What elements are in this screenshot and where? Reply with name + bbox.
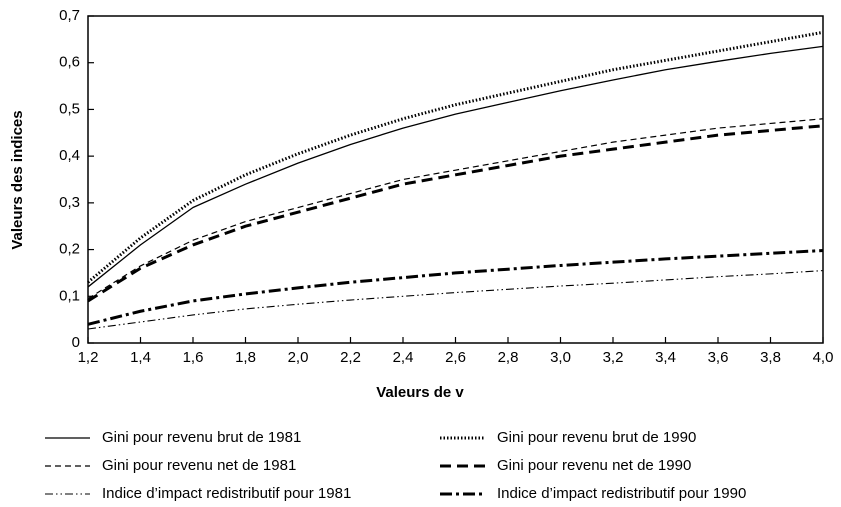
y-tick-label: 0,2 (59, 241, 80, 258)
y-tick-label: 0,1 (59, 287, 80, 304)
y-tick-label: 0,5 (59, 100, 80, 117)
x-tick-label: 2,4 (393, 349, 414, 366)
legend-label: Indice d’impact redistributif pour 1981 (102, 485, 351, 502)
x-tick-label: 3,4 (655, 349, 676, 366)
y-tick-label: 0,4 (59, 147, 80, 164)
x-tick-label: 1,4 (130, 349, 151, 366)
y-axis-label: Valeurs des indices (9, 110, 26, 249)
legend-label: Indice d’impact redistributif pour 1990 (497, 485, 746, 502)
series-line (87, 45, 824, 288)
x-tick-label: 2,0 (288, 349, 309, 366)
x-axis-label: Valeurs de v (376, 384, 464, 401)
x-tick-label: 1,8 (235, 349, 256, 366)
legend-label: Gini pour revenu brut de 1981 (102, 429, 301, 446)
series-line (87, 30, 824, 284)
x-tick-label: 3,8 (760, 349, 781, 366)
legend-label: Gini pour revenu net de 1981 (102, 457, 296, 474)
series-line (87, 118, 824, 300)
x-tick-label: 3,2 (603, 349, 624, 366)
series-line (87, 249, 824, 326)
x-tick-label: 1,2 (78, 349, 99, 366)
legend-label: Gini pour revenu net de 1990 (497, 457, 691, 474)
x-tick-label: 3,6 (708, 349, 729, 366)
y-tick-label: 0 (72, 334, 80, 351)
x-tick-label: 2,2 (340, 349, 361, 366)
x-tick-label: 3,0 (550, 349, 571, 366)
y-tick-label: 0,3 (59, 194, 80, 211)
series-line (87, 270, 824, 330)
series-line (87, 124, 824, 303)
legend-label: Gini pour revenu brut de 1990 (497, 429, 696, 446)
y-tick-label: 0,6 (59, 54, 80, 71)
x-tick-label: 2,6 (445, 349, 466, 366)
plot-frame (87, 15, 824, 344)
y-tick-label: 0,7 (59, 7, 80, 24)
x-tick-label: 4,0 (813, 349, 834, 366)
x-tick-label: 2,8 (498, 349, 519, 366)
x-tick-label: 1,6 (183, 349, 204, 366)
